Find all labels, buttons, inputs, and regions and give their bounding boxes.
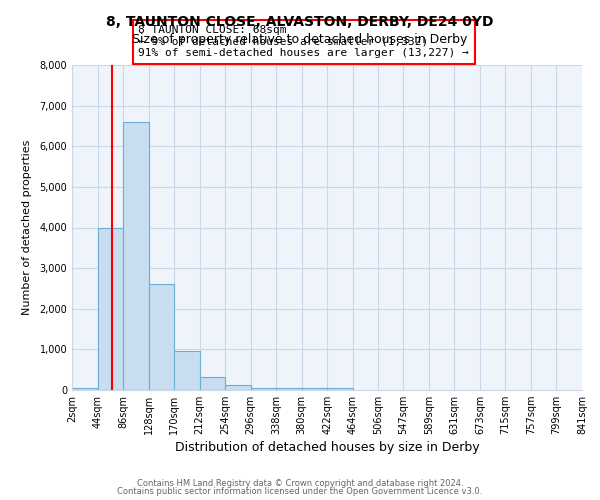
Bar (225, 384, 251, 390)
Y-axis label: Number of detached properties: Number of detached properties (22, 140, 32, 315)
X-axis label: Distribution of detached houses by size in Derby: Distribution of detached houses by size … (175, 442, 479, 454)
Text: 8 TAUNTON CLOSE: 68sqm
← 9% of detached houses are smaller (1,332)
91% of semi-d: 8 TAUNTON CLOSE: 68sqm ← 9% of detached … (139, 26, 469, 58)
Bar (174, 352, 200, 390)
Bar (123, 122, 149, 390)
Bar (302, 388, 328, 390)
Bar (328, 388, 353, 390)
Bar (251, 388, 276, 390)
Bar (276, 388, 302, 390)
Text: Contains public sector information licensed under the Open Government Licence v3: Contains public sector information licen… (118, 487, 482, 496)
Text: Size of property relative to detached houses in Derby: Size of property relative to detached ho… (133, 32, 467, 46)
Text: 8, TAUNTON CLOSE, ALVASTON, DERBY, DE24 0YD: 8, TAUNTON CLOSE, ALVASTON, DERBY, DE24 … (106, 15, 494, 29)
Bar (149, 284, 174, 390)
Text: Contains HM Land Registry data © Crown copyright and database right 2024.: Contains HM Land Registry data © Crown c… (137, 478, 463, 488)
Bar (200, 377, 225, 390)
Bar (98, 228, 123, 390)
Bar (72, 388, 98, 390)
